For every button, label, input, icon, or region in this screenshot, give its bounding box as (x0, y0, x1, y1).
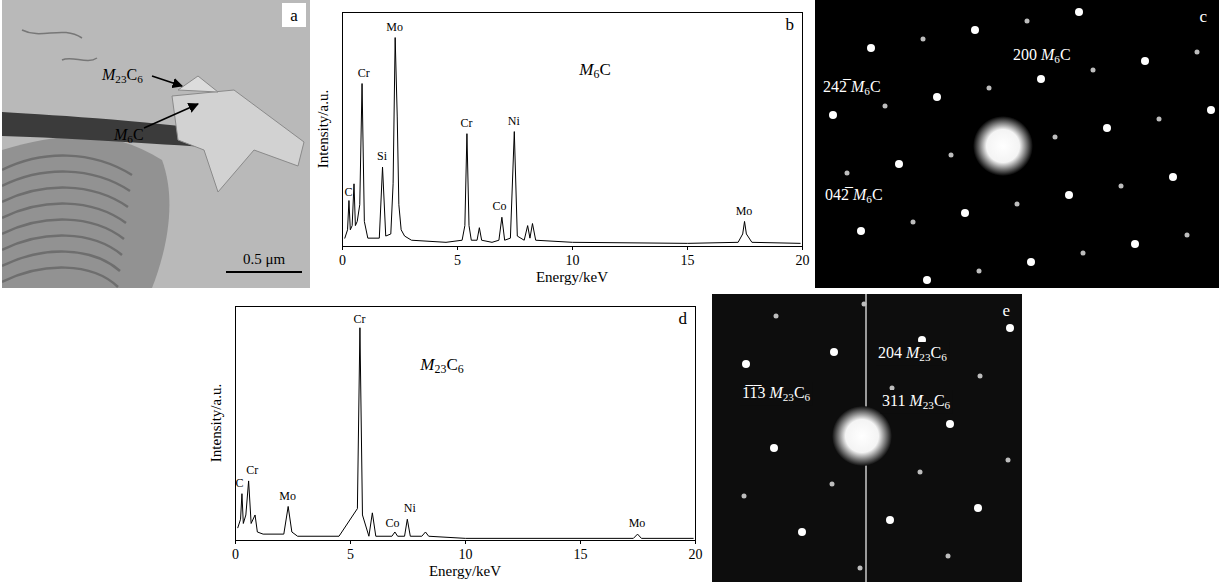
svg-text:Mo: Mo (736, 204, 753, 218)
svg-text:b: b (786, 15, 795, 34)
svg-text:M6C: M6C (578, 60, 610, 82)
svg-text:15: 15 (574, 547, 588, 562)
svg-text:Mo: Mo (629, 516, 646, 530)
svg-text:Cr: Cr (353, 312, 365, 326)
svg-text:Energy/keV: Energy/keV (536, 269, 608, 285)
svg-text:0: 0 (232, 547, 239, 562)
svg-text:M23C6: M23C6 (419, 355, 463, 377)
svg-text:e: e (1002, 301, 1010, 320)
svg-text:1̅1̅3 M23C6: 1̅1̅3 M23C6 (742, 384, 811, 403)
svg-text:15: 15 (681, 253, 695, 268)
svg-text:200 M6C: 200 M6C (1013, 46, 1071, 65)
svg-text:5: 5 (454, 253, 461, 268)
svg-text:0: 0 (339, 253, 346, 268)
svg-text:C: C (344, 185, 352, 199)
svg-text:204 M23C6: 204 M23C6 (878, 344, 947, 363)
svg-text:a: a (290, 6, 298, 25)
svg-text:d: d (679, 309, 688, 328)
svg-text:Cr: Cr (358, 66, 370, 80)
svg-text:Ni: Ni (508, 114, 521, 128)
svg-text:C: C (236, 476, 244, 490)
svg-text:Mo: Mo (279, 489, 296, 503)
svg-text:Mo: Mo (386, 20, 403, 34)
svg-text:Co: Co (386, 516, 400, 530)
svg-text:Ni: Ni (404, 501, 417, 515)
svg-text:10: 10 (459, 547, 473, 562)
svg-text:Si: Si (377, 149, 388, 163)
svg-text:20: 20 (796, 253, 810, 268)
svg-text:Cr: Cr (246, 463, 258, 477)
svg-text:5: 5 (347, 547, 354, 562)
svg-text:311 M23C6: 311 M23C6 (882, 392, 951, 411)
svg-text:M6C: M6C (113, 126, 144, 145)
svg-text:Co: Co (493, 199, 507, 213)
svg-text:M23C6: M23C6 (101, 66, 143, 85)
svg-text:Intensity/a.u.: Intensity/a.u. (315, 90, 331, 168)
svg-text:Cr: Cr (460, 116, 472, 130)
svg-text:242̅ M6C: 242̅ M6C (823, 78, 881, 97)
svg-text:Energy/keV: Energy/keV (429, 563, 501, 579)
svg-text:Intensity/a.u.: Intensity/a.u. (208, 384, 224, 462)
svg-text:042̅ M6C: 042̅ M6C (825, 186, 883, 205)
svg-text:c: c (1199, 7, 1207, 26)
svg-text:10: 10 (566, 253, 580, 268)
svg-text:0.5 μm: 0.5 μm (243, 251, 286, 267)
svg-text:20: 20 (689, 547, 703, 562)
